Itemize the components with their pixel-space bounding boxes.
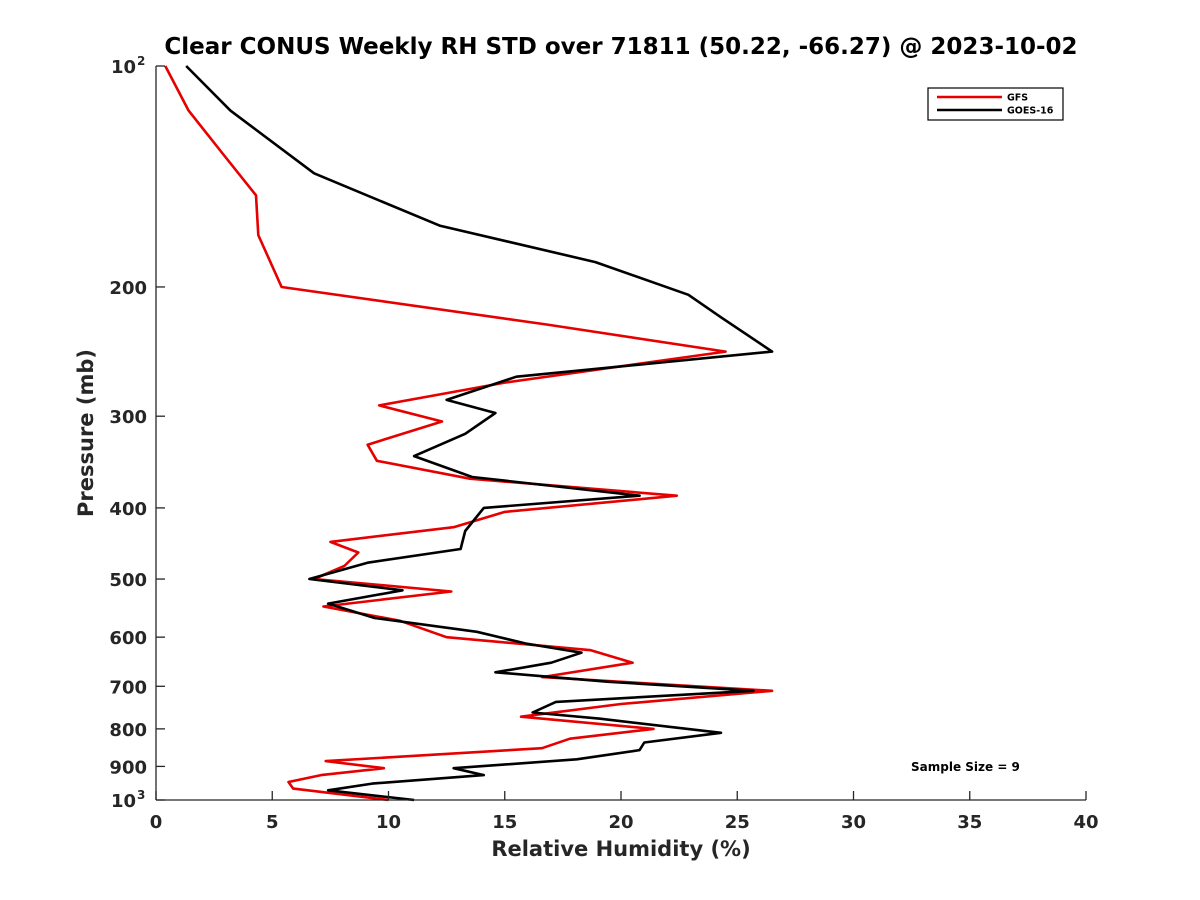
x-tick-label: 40	[1073, 812, 1098, 833]
y-tick-exponent: 3	[137, 788, 145, 802]
x-tick-label: 35	[957, 812, 982, 833]
legend-box	[927, 87, 1064, 121]
series-line-goes16	[185, 65, 774, 802]
y-tick-label: 800	[109, 720, 147, 741]
y-tick-label: 400	[109, 499, 147, 520]
x-axis-label: Relative Humidity (%)	[491, 837, 750, 861]
y-tick-label: 300	[109, 407, 147, 428]
x-tick-label: 0	[150, 812, 163, 833]
x-tick-label: 15	[492, 812, 517, 833]
y-tick-label: 10	[111, 791, 136, 812]
y-tick-label: 10	[111, 57, 136, 78]
x-tick-label: 25	[725, 812, 750, 833]
legend: GFS GOES-16	[927, 87, 1064, 121]
y-tick-label: 200	[109, 278, 147, 299]
y-tick-label: 600	[109, 628, 147, 649]
y-tick-label: 700	[109, 677, 147, 698]
series-layer	[164, 65, 774, 802]
legend-label-goes16: GOES-16	[1007, 106, 1054, 117]
x-tick-label: 5	[266, 812, 279, 833]
y-tick-label: 500	[109, 570, 147, 591]
chart-title: Clear CONUS Weekly RH STD over 71811 (50…	[164, 34, 1077, 60]
x-tick-label: 30	[841, 812, 866, 833]
x-tick-label: 20	[608, 812, 633, 833]
sample-size-annotation: Sample Size = 9	[911, 760, 1020, 774]
y-axis-label: Pressure (mb)	[74, 349, 98, 517]
y-tick-label: 900	[109, 757, 147, 778]
legend-label-gfs: GFS	[1007, 93, 1028, 104]
y-tick-exponent: 2	[137, 54, 145, 68]
x-ticks: 0 5 10 15 20 25 30 35 40	[150, 791, 1099, 833]
x-tick-label: 10	[376, 812, 401, 833]
